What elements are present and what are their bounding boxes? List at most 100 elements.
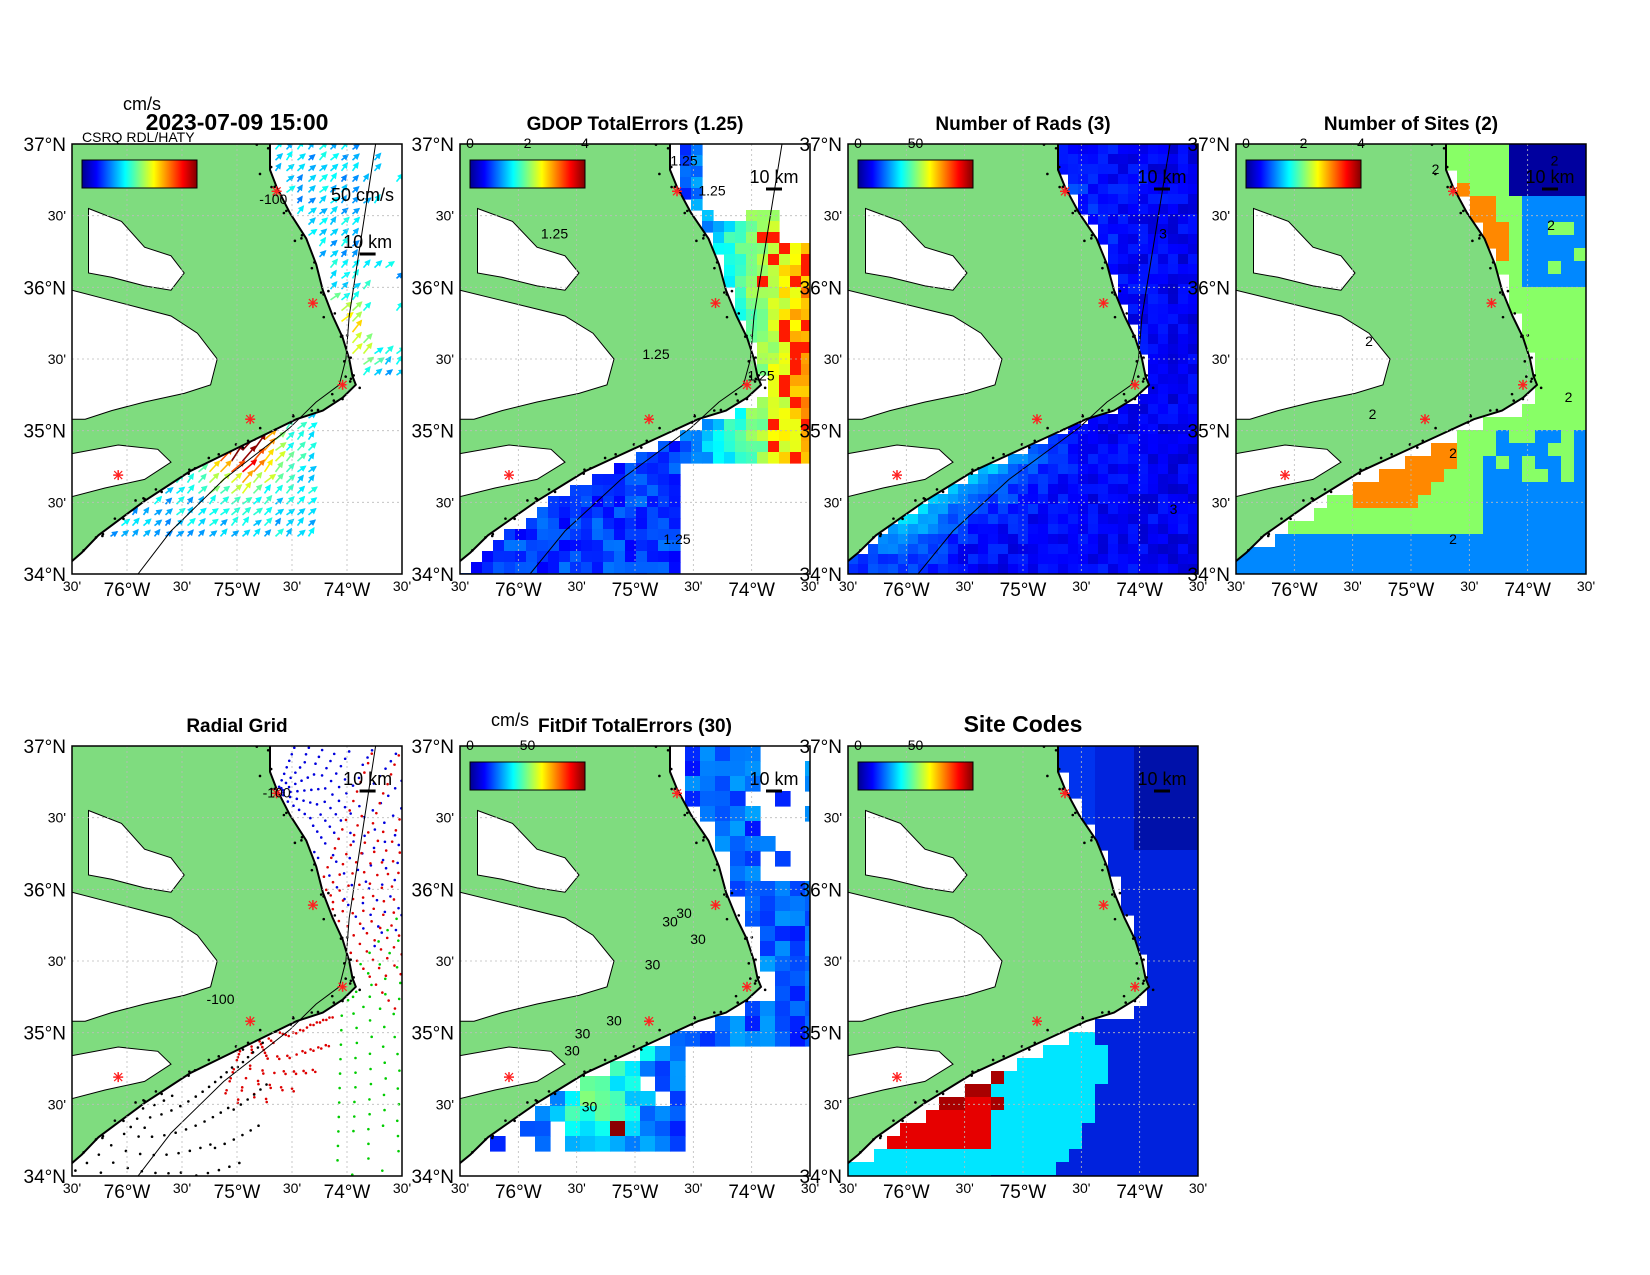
radial-grid-point (381, 991, 384, 994)
coast-speck (655, 742, 658, 745)
coast-speck (1058, 185, 1061, 189)
gdop-cell (647, 562, 659, 574)
sitecode-cell (978, 1162, 992, 1176)
radial-grid-point (311, 1068, 315, 1072)
sites-cell (1522, 235, 1536, 249)
radial-grid-point (240, 1089, 244, 1092)
isobath-100m (137, 746, 377, 1176)
fitdif-cell (775, 851, 791, 867)
coast-speck (1062, 428, 1066, 431)
lat-tick-label: 34°N (412, 565, 454, 586)
rads-cell (1078, 194, 1089, 205)
gdop-cell (702, 430, 714, 442)
sitecode-cell (965, 1084, 979, 1098)
coast-speck (349, 958, 353, 961)
coast-speck (134, 499, 137, 502)
radial-grid-point (289, 776, 292, 780)
gdop-cell (636, 463, 648, 475)
coast-speck (322, 315, 326, 319)
coast-speck (316, 1010, 320, 1014)
radial-grid-point (376, 839, 380, 843)
current-vector (154, 509, 163, 516)
rads-cell (1068, 554, 1079, 565)
coast-speck (582, 472, 585, 475)
rads-cell (908, 564, 919, 574)
sitecode-cell (1108, 798, 1122, 812)
rads-cell (1178, 164, 1189, 175)
contour-label: 30 (676, 905, 692, 921)
rads-cell (1148, 414, 1159, 425)
sites-cell (1379, 547, 1393, 561)
rads-cell (1168, 454, 1179, 465)
current-vector (274, 450, 286, 462)
coast-speck (1498, 291, 1502, 294)
rads-cell (1158, 164, 1169, 175)
contour-label: 2 (1449, 531, 1457, 547)
sites-cell (1574, 378, 1586, 392)
radial-grid-point (378, 963, 382, 966)
gdop-cell (768, 364, 780, 376)
radial-grid-point (339, 1057, 342, 1061)
radial-grid-point (302, 1069, 305, 1073)
radial-grid-point (363, 771, 366, 774)
rads-cell (1118, 434, 1129, 445)
coast-speck (82, 549, 85, 552)
radial-grid-point (384, 849, 388, 852)
rads-cell (898, 524, 909, 535)
current-vector (374, 347, 384, 355)
rads-cell (1148, 264, 1159, 275)
sitecode-cell (1160, 1149, 1174, 1163)
contour-label: -100 (263, 785, 291, 801)
site-marker (644, 414, 654, 425)
rads-cell (1078, 424, 1089, 435)
radial-grid-point (348, 856, 352, 860)
fitdif-cell (805, 926, 810, 942)
rads-cell (958, 544, 969, 555)
current-vector (362, 301, 372, 312)
radial-grid-point (160, 1113, 163, 1116)
current-vector (274, 528, 285, 537)
radial-grid-point (339, 764, 343, 768)
sitecode-cell (1147, 1110, 1161, 1124)
fitdif-cell (640, 1046, 656, 1062)
rads-cell (998, 494, 1009, 505)
rads-cell (1088, 424, 1099, 435)
rads-cell (1188, 534, 1198, 545)
radial-grid-point (331, 1016, 334, 1019)
rads-cell (1148, 434, 1159, 445)
coast-speck (715, 863, 719, 866)
radial-grid-point (360, 851, 363, 855)
lon-tick-label: 30' (173, 1180, 191, 1196)
radial-grid-point (298, 766, 302, 769)
coast-speck (187, 472, 190, 475)
sitecode-cell (991, 1071, 1005, 1085)
rads-cell (1068, 434, 1079, 445)
current-vector (241, 445, 257, 462)
rads-cell (1188, 234, 1198, 245)
scale-bar-label: 10 km (749, 167, 798, 187)
rads-cell (1178, 414, 1189, 425)
gdop-cell (581, 529, 593, 541)
rads-cell (1128, 464, 1139, 475)
radial-grid-point (362, 967, 365, 971)
rads-cell (1158, 214, 1169, 225)
coast-speck (300, 835, 304, 839)
gdop-cell (570, 540, 582, 552)
lon-tick-label: 76°W (883, 1182, 930, 1203)
gdop-cell (768, 309, 780, 321)
site-marker (710, 298, 721, 309)
radial-grid-point (372, 846, 376, 850)
coast-speck (1074, 209, 1077, 213)
coast-speck (1133, 999, 1137, 1003)
radial-grid-point (150, 1135, 154, 1139)
rads-cell (1178, 284, 1189, 295)
sitecode-cell (1173, 1006, 1187, 1020)
rads-cell (1098, 534, 1109, 545)
gdop-cell (713, 243, 725, 255)
radial-grid-point (224, 1091, 227, 1095)
radial-grid-point (370, 752, 374, 755)
panel-sitecodes: 37°N30'36°N30'35°N30'34°N30' 76°W 30' 75°W 3… (800, 711, 1208, 1203)
gdop-cell (658, 485, 670, 497)
radial-grid-point (381, 1169, 384, 1172)
radial-grid-point (358, 804, 361, 808)
